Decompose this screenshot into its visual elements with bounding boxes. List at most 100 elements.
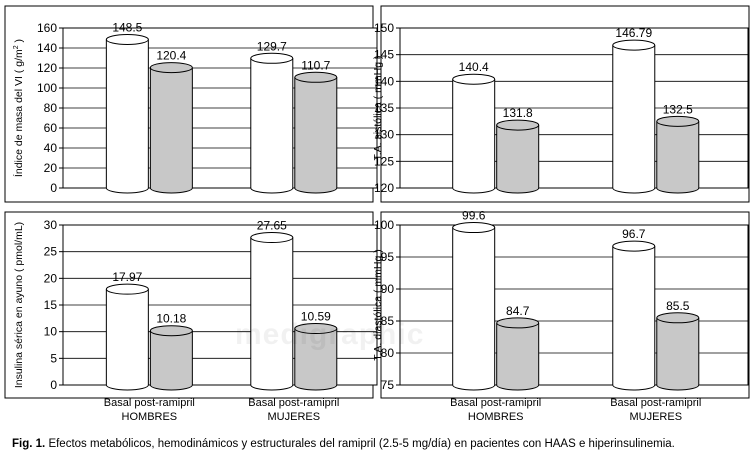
y-tick-label: 145 — [374, 48, 394, 62]
bar-body — [452, 227, 496, 391]
bar-top — [452, 222, 496, 234]
x-tick-label: MUJERES — [268, 411, 321, 423]
y-tick-label: 135 — [374, 101, 394, 115]
x-tick-label: Basal post-ramipril — [450, 397, 541, 409]
bar-body — [452, 79, 496, 194]
data-label: 96.7 — [622, 227, 646, 241]
bar-basal-1 — [452, 222, 496, 391]
data-label: 129.7 — [257, 39, 287, 53]
x-tick-label: Basal post-ramipril — [610, 397, 701, 409]
caption-label: Fig. 1. — [12, 438, 46, 450]
y-tick-label: 100 — [37, 81, 57, 95]
bar-body — [250, 237, 294, 391]
bar-post-1 — [496, 119, 540, 194]
y-tick-label: 80 — [381, 346, 395, 360]
bar-top — [656, 312, 700, 324]
bar-top — [294, 71, 338, 83]
y-tick-label: 60 — [44, 121, 58, 135]
chart-panel-1: 0 20 40 60 80 100 120 140 160 Índice de masa del … — [4, 5, 378, 203]
x-tick-label: Basal post-ramipril — [248, 397, 339, 409]
bar-body — [149, 330, 193, 391]
chart-panel-3: 0 5 10 15 20 25 30 Insulina sérica en ayuno ( p… — [4, 211, 378, 423]
y-tick-label: 20 — [44, 271, 58, 285]
bar-top — [250, 232, 294, 244]
bar-basal-1 — [105, 283, 149, 391]
y-tick-label: 0 — [50, 378, 57, 392]
y-tick-label: 20 — [44, 161, 58, 175]
bar-top — [656, 115, 700, 127]
y-tick-label: 140 — [37, 41, 57, 55]
y-tick-label: 85 — [381, 314, 395, 328]
y-axis-label: T.A. diastólica ( mmHg ) — [372, 249, 384, 360]
bar-post-2 — [294, 71, 338, 194]
bar-top — [250, 52, 294, 64]
y-tick-label: 15 — [44, 298, 58, 312]
data-label: 146.79 — [615, 26, 652, 40]
y-tick-label: 80 — [44, 101, 58, 115]
data-label: 85.5 — [666, 299, 690, 313]
bar-post-1 — [496, 317, 540, 391]
bar-post-2 — [294, 323, 338, 391]
bar-top — [496, 119, 540, 131]
y-tick-label: 10 — [44, 325, 58, 339]
y-axis-label: T.A. sistólica ( mmHg ) — [372, 55, 384, 160]
bar-top — [105, 34, 149, 45]
x-tick-label: MUJERES — [629, 411, 682, 423]
bar-top — [612, 240, 656, 252]
data-label: 148.5 — [112, 21, 142, 35]
y-tick-label: 160 — [37, 21, 57, 35]
data-label: 10.59 — [301, 310, 331, 324]
y-tick-label: 75 — [381, 378, 395, 392]
bar-post-2 — [656, 115, 700, 194]
y-tick-label: 140 — [374, 74, 394, 88]
y-tick-label: 0 — [50, 181, 57, 195]
bar-basal-2 — [250, 232, 294, 391]
x-tick-label: HOMBRES — [468, 411, 524, 423]
y-tick-label: 120 — [37, 61, 57, 75]
data-label: 99.6 — [462, 209, 486, 223]
bar-basal-2 — [612, 240, 656, 391]
data-label: 132.5 — [663, 102, 693, 116]
bar-body — [294, 328, 338, 391]
bar-body — [105, 289, 149, 391]
bar-post-1 — [149, 325, 193, 391]
bar-body — [294, 77, 338, 194]
chart-panel-2: 120 125 130 135 140 145 150 T.A. sistólica ( mm… — [372, 5, 750, 203]
bar-basal-1 — [105, 34, 149, 194]
y-tick-label: 40 — [44, 141, 58, 155]
data-label: 27.65 — [257, 219, 287, 233]
x-tick-label: Basal post-ramipril — [104, 397, 195, 409]
data-label: 10.18 — [156, 312, 186, 326]
bar-top — [294, 323, 338, 335]
bar-body — [496, 125, 540, 194]
data-label: 84.7 — [506, 304, 530, 318]
bar-top — [612, 39, 656, 51]
y-tick-label: 5 — [50, 351, 57, 365]
bar-basal-2 — [250, 52, 294, 194]
watermark: medigraphic — [235, 318, 425, 351]
bar-body — [612, 246, 656, 391]
bar-top — [452, 73, 496, 85]
bar-top — [496, 317, 540, 329]
x-tick-label: HOMBRES — [122, 411, 178, 423]
y-tick-label: 25 — [44, 245, 58, 259]
bar-body — [105, 39, 149, 194]
bar-body — [656, 317, 700, 391]
bar-body — [656, 121, 700, 194]
data-label: 131.8 — [503, 106, 533, 120]
y-tick-label: 125 — [374, 154, 394, 168]
bar-post-2 — [656, 312, 700, 391]
caption-text: Efectos metabólicos, hemodinámicos y est… — [48, 438, 675, 450]
y-tick-label: 150 — [374, 21, 394, 35]
bar-basal-1 — [452, 73, 496, 194]
panel-frame — [380, 211, 750, 399]
y-tick-label: 30 — [44, 218, 58, 232]
data-label: 17.97 — [112, 270, 142, 284]
y-tick-label: 130 — [374, 128, 394, 142]
y-axis-label: Índice de masa del VI ( g/m2 ) — [12, 39, 25, 177]
bar-body — [250, 58, 294, 194]
bar-top — [149, 62, 193, 74]
data-label: 140.4 — [459, 60, 489, 74]
figure-caption: Fig. 1. Efectos metabólicos, hemodinámic… — [12, 438, 747, 450]
